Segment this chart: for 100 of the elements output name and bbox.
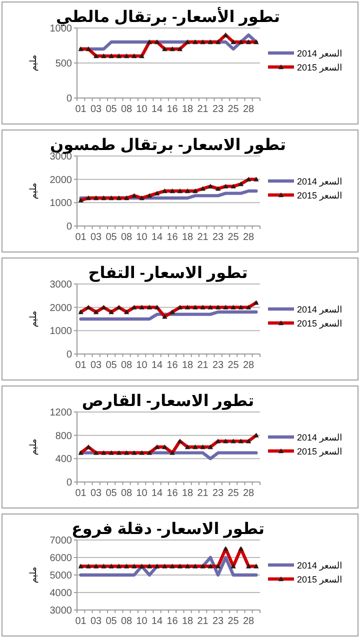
y-tick-label: 0 <box>66 222 72 232</box>
y-tick-label: 6000 <box>50 553 72 564</box>
x-tick-label: 23 <box>212 104 224 115</box>
y-axis-title: مليم <box>28 54 39 72</box>
legend-label: السعر 2014 <box>297 304 342 316</box>
x-tick-label: 16 <box>166 104 178 115</box>
x-tick-label: 25 <box>228 616 240 627</box>
x-tick-label: 28 <box>243 104 255 115</box>
x-tick-label: 01 <box>75 360 87 371</box>
x-tick-label: 18 <box>182 488 194 499</box>
x-tick-label: 01 <box>75 616 87 627</box>
line-series <box>79 32 258 58</box>
x-tick-label: 10 <box>136 232 148 243</box>
chart-title: تطور الاسعار- القارص <box>82 393 254 410</box>
x-tick-label: 14 <box>152 232 164 243</box>
y-tick-label: 5000 <box>50 570 72 582</box>
chart-title: تطور الاسعار- التفاح <box>88 265 248 282</box>
x-tick-label: 23 <box>212 616 224 627</box>
x-tick-label: 18 <box>182 616 194 627</box>
x-tick-label: 03 <box>90 232 102 243</box>
chart-title: تطور الأسعار- برتقال مالطي <box>56 6 280 26</box>
y-tick-label: 1000 <box>50 24 72 34</box>
x-tick-label: 28 <box>243 488 255 499</box>
x-tick-label: 05 <box>106 360 118 371</box>
x-tick-label: 10 <box>136 360 148 371</box>
x-tick-label: 21 <box>197 104 209 115</box>
x-tick-label: 14 <box>152 104 164 115</box>
legend-label: السعر 2014 <box>297 176 342 188</box>
line-series <box>78 176 259 202</box>
x-tick-label: 08 <box>121 360 133 371</box>
y-tick-label: 1000 <box>50 326 72 338</box>
x-tick-label: 25 <box>228 232 240 243</box>
x-tick-label: 23 <box>212 232 224 243</box>
x-tick-label: 08 <box>121 104 133 115</box>
legend-label: السعر 2014 <box>297 560 342 572</box>
y-axis-title: مليم <box>28 182 39 200</box>
x-tick-label: 25 <box>228 360 240 371</box>
legend-label: السعر 2015 <box>297 446 342 458</box>
x-tick-label: 18 <box>182 104 194 115</box>
legend-label: السعر 2014 <box>297 48 342 60</box>
line-series <box>78 300 259 319</box>
x-tick-label: 21 <box>197 616 209 627</box>
y-tick-label: 0 <box>66 350 72 360</box>
x-tick-label: 18 <box>182 360 194 371</box>
y-tick-label: 0 <box>66 478 72 488</box>
x-tick-label: 01 <box>75 488 87 499</box>
x-tick-label: 28 <box>243 232 255 243</box>
legend-label: السعر 2014 <box>297 432 342 444</box>
x-tick-label: 21 <box>197 232 209 243</box>
y-tick-label: 4000 <box>50 588 72 599</box>
x-tick-label: 28 <box>243 360 255 371</box>
y-tick-label: 3000 <box>50 606 72 616</box>
x-tick-label: 01 <box>75 104 87 115</box>
x-tick-label: 08 <box>121 232 133 243</box>
x-tick-label: 03 <box>90 360 102 371</box>
legend-label: السعر 2015 <box>297 190 342 202</box>
x-tick-label: 16 <box>166 232 178 243</box>
x-tick-label: 05 <box>106 616 118 627</box>
legend-label: السعر 2015 <box>297 62 342 74</box>
x-tick-label: 28 <box>243 616 255 627</box>
y-tick-label: 1200 <box>50 408 72 418</box>
x-tick-label: 16 <box>166 616 178 627</box>
x-tick-label: 05 <box>106 232 118 243</box>
x-tick-label: 08 <box>121 616 133 627</box>
x-tick-label: 25 <box>228 104 240 115</box>
y-tick-label: 400 <box>55 454 72 466</box>
x-tick-label: 18 <box>182 232 194 243</box>
x-tick-label: 03 <box>90 104 102 115</box>
x-tick-label: 10 <box>136 104 148 115</box>
y-tick-label: 0 <box>66 94 72 104</box>
y-axis-title: مليم <box>28 566 39 584</box>
y-tick-label: 2000 <box>50 302 72 314</box>
x-tick-label: 05 <box>106 104 118 115</box>
x-tick-label: 08 <box>121 488 133 499</box>
x-tick-label: 05 <box>106 488 118 499</box>
y-tick-label: 500 <box>55 58 72 70</box>
x-tick-label: 03 <box>90 488 102 499</box>
y-axis-title: مليم <box>28 310 39 328</box>
y-tick-label: 1000 <box>50 198 72 210</box>
y-tick-label: 800 <box>55 430 72 442</box>
x-tick-label: 14 <box>152 360 164 371</box>
x-tick-label: 16 <box>166 360 178 371</box>
line-series <box>79 432 259 454</box>
x-tick-label: 21 <box>197 488 209 499</box>
y-axis-title: مليم <box>28 438 39 456</box>
legend-label: السعر 2015 <box>297 574 342 586</box>
x-tick-label: 23 <box>212 360 224 371</box>
x-tick-label: 10 <box>136 616 148 627</box>
y-tick-label: 7000 <box>50 536 72 546</box>
y-tick-label: 3000 <box>50 280 72 290</box>
x-tick-label: 23 <box>212 488 224 499</box>
legend-label: السعر 2015 <box>297 318 342 330</box>
x-tick-label: 25 <box>228 488 240 499</box>
chart-title: تطور الاسعار- برتقال طمسون <box>50 137 286 154</box>
x-tick-label: 14 <box>152 616 164 627</box>
x-tick-label: 14 <box>152 488 164 499</box>
x-tick-label: 01 <box>75 232 87 243</box>
y-tick-label: 2000 <box>50 174 72 186</box>
x-tick-label: 10 <box>136 488 148 499</box>
x-tick-label: 16 <box>166 488 178 499</box>
